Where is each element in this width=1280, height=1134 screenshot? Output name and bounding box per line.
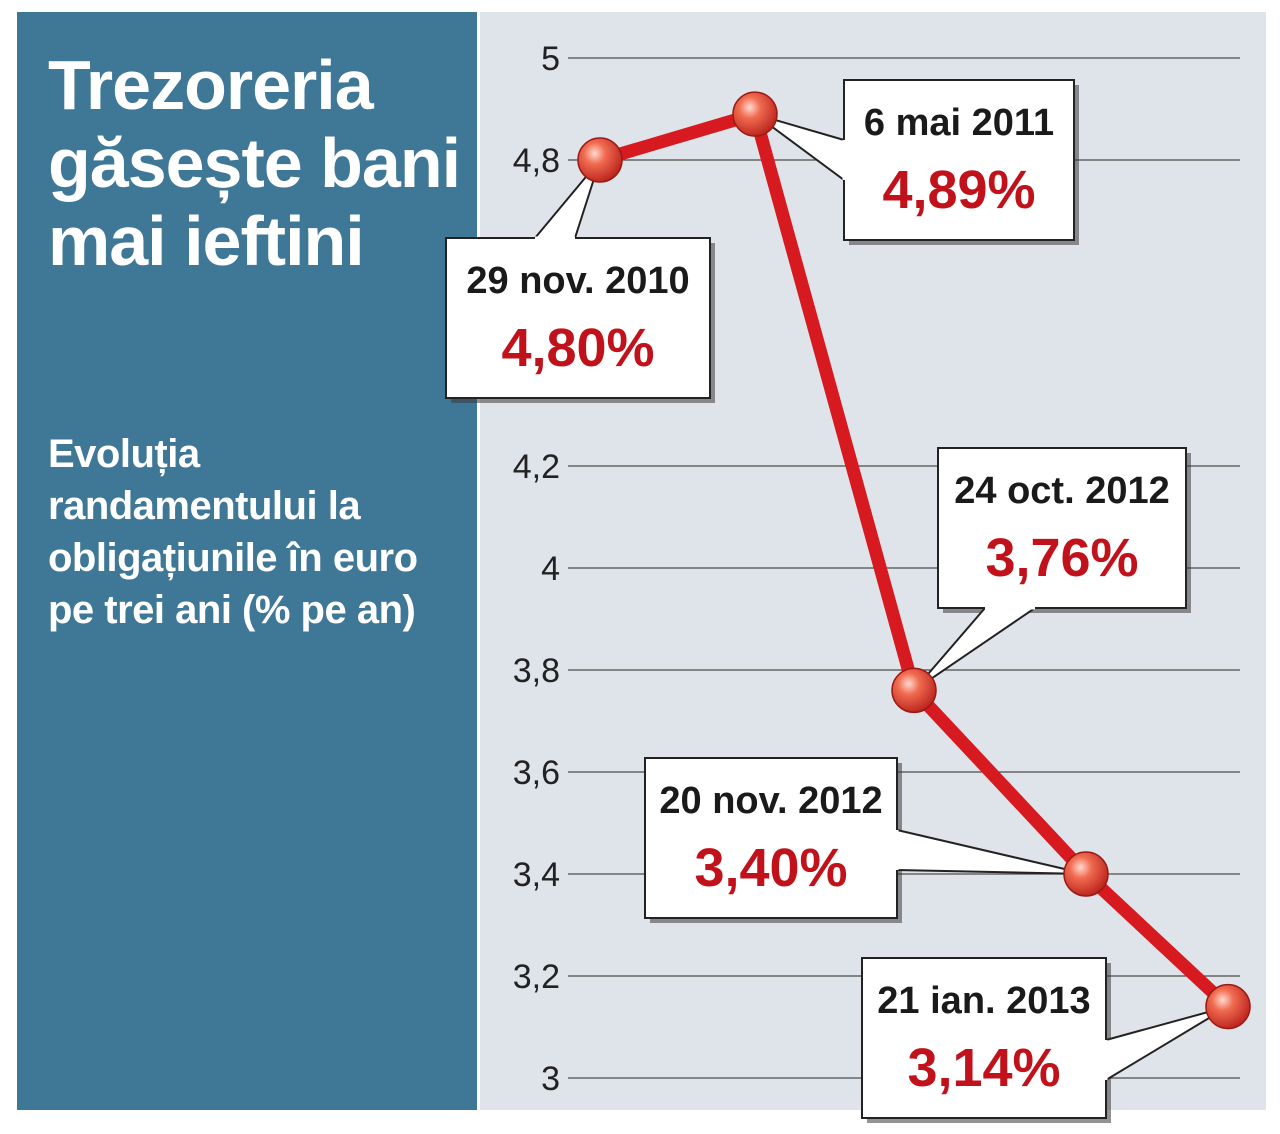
chart-subtitle: Evoluția randamentului la obligațiunile … [48,432,418,632]
y-tick-label: 3,4 [513,856,560,894]
callout-date-label: 29 nov. 2010 [466,260,689,302]
data-points [577,91,1251,1030]
callout-box [937,447,1187,609]
callout-date-label: 6 mai 2011 [864,102,1054,144]
callout: 24 oct. 2012 3,76% [913,447,1191,692]
callout: 20 nov. 2012 3,40% [644,757,1087,923]
callout-date-label: 20 nov. 2012 [659,780,882,822]
y-axis-ticks: 3 3,2 3,4 3,6 3,8 4 4,2 4,8 5 [513,40,560,1098]
data-point [1063,851,1109,897]
callout-date-label: 21 ian. 2013 [877,980,1090,1022]
data-point [732,91,778,137]
y-tick-label: 3 [541,1060,560,1098]
data-point [891,667,937,714]
callout-box [445,237,711,399]
callout-value-label: 4,89% [882,160,1035,220]
y-tick-label: 4,8 [513,142,560,180]
callout-value-label: 4,80% [501,318,654,378]
callout: 21 ian. 2013 3,14% [861,957,1229,1123]
y-tick-label: 4 [541,550,560,588]
y-tick-label: 3,8 [513,652,560,690]
data-point [1205,983,1251,1030]
data-point [577,137,623,183]
callouts: 29 nov. 2010 4,80% 6 mai 2011 4,89% 24 oct. … [445,79,1229,1123]
callout-value-label: 3,76% [985,528,1138,588]
callout-box [644,757,898,919]
callout-box [861,957,1107,1119]
title-panel [17,12,477,1110]
callout-date-label: 24 oct. 2012 [954,470,1169,512]
callout-box [843,79,1075,241]
y-tick-label: 3,6 [513,754,560,792]
y-tick-label: 5 [541,40,560,78]
callout: 6 mai 2011 4,89% [754,79,1079,245]
y-tick-label: 3,2 [513,958,560,996]
page-title: Trezoreria găsește bani mai ieftini [48,46,461,280]
callout-value-label: 3,40% [694,838,847,898]
callout-value-label: 3,14% [907,1038,1060,1098]
y-tick-label: 4,2 [513,448,560,486]
callout: 29 nov. 2010 4,80% [445,159,715,403]
